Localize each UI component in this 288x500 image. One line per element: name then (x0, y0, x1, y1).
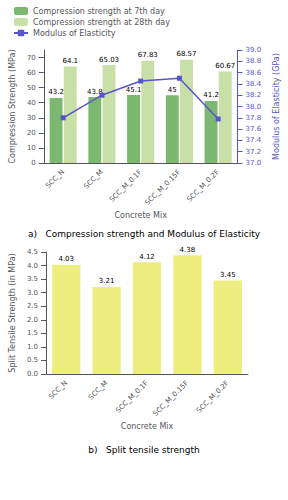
svg-text:SCC_M_0.15F: SCC_M_0.15F (143, 168, 182, 207)
svg-text:38.8: 38.8 (246, 57, 262, 65)
svg-text:60.67: 60.67 (215, 62, 235, 70)
svg-text:37.2: 37.2 (246, 148, 262, 156)
svg-text:Split Tensile Strength (in MPa: Split Tensile Strength (in MPa) (8, 253, 17, 372)
svg-text:SCC_N: SCC_N (47, 379, 69, 401)
svg-text:37.8: 37.8 (246, 114, 262, 122)
svg-text:SCC_M_0.1F: SCC_M_0.1F (108, 168, 144, 204)
svg-text:SCC_M: SCC_M (87, 379, 109, 401)
svg-text:40: 40 (27, 99, 36, 107)
svg-text:65.03: 65.03 (99, 56, 119, 64)
svg-text:38.2: 38.2 (246, 91, 262, 99)
svg-text:60: 60 (27, 69, 36, 77)
svg-text:37.4: 37.4 (246, 136, 262, 144)
svg-text:68.57: 68.57 (176, 50, 196, 58)
svg-text:20: 20 (27, 129, 36, 137)
svg-text:30: 30 (27, 114, 36, 122)
svg-text:4.03: 4.03 (58, 255, 74, 263)
svg-text:Compression strength at 28th d: Compression strength at 28th day (33, 18, 170, 27)
svg-text:SCC_M_0.2F: SCC_M_0.2F (195, 379, 231, 415)
svg-text:50: 50 (27, 84, 36, 92)
svg-text:41.2: 41.2 (203, 91, 219, 99)
svg-text:b) Split tensile strength: b) Split tensile strength (88, 445, 199, 455)
svg-text:3.5: 3.5 (27, 275, 38, 283)
svg-text:43.2: 43.2 (48, 88, 64, 96)
svg-text:70: 70 (27, 54, 36, 62)
svg-text:0.5: 0.5 (27, 356, 38, 364)
svg-text:Modulus of Elasticity (GPa): Modulus of Elasticity (GPa) (272, 53, 281, 160)
svg-text:38.6: 38.6 (246, 69, 262, 77)
svg-text:38.0: 38.0 (246, 103, 262, 111)
svg-text:SCC_M_0.2F: SCC_M_0.2F (185, 168, 221, 204)
svg-text:38.4: 38.4 (246, 80, 262, 88)
svg-text:45.1: 45.1 (126, 86, 142, 94)
svg-text:0: 0 (31, 159, 35, 167)
svg-text:4.5: 4.5 (27, 248, 38, 256)
svg-text:64.1: 64.1 (62, 57, 78, 65)
svg-text:1.5: 1.5 (27, 329, 38, 337)
svg-text:2.5: 2.5 (27, 302, 38, 310)
svg-text:4.0: 4.0 (27, 262, 38, 270)
svg-text:SCC_M_0.15F: SCC_M_0.15F (152, 379, 191, 418)
svg-text:4.12: 4.12 (139, 253, 155, 261)
svg-text:Modulus of Elasticity: Modulus of Elasticity (33, 29, 116, 38)
svg-text:3.45: 3.45 (220, 271, 236, 279)
svg-text:SCC_N: SCC_N (44, 168, 66, 190)
svg-text:Concrete Mix: Concrete Mix (114, 211, 167, 220)
svg-text:3.0: 3.0 (27, 289, 38, 297)
svg-text:37.0: 37.0 (246, 159, 262, 167)
svg-text:0.0: 0.0 (27, 370, 38, 378)
svg-text:39.0: 39.0 (246, 46, 262, 54)
svg-text:45: 45 (168, 86, 177, 94)
svg-text:Concrete Mix: Concrete Mix (121, 422, 174, 431)
svg-text:3.21: 3.21 (99, 277, 115, 285)
svg-text:Compression Strength (MPa): Compression Strength (MPa) (8, 49, 17, 163)
svg-text:37.6: 37.6 (246, 125, 262, 133)
svg-text:10: 10 (27, 144, 36, 152)
svg-text:1.0: 1.0 (27, 343, 38, 351)
svg-text:4.38: 4.38 (180, 246, 196, 254)
svg-text:SCC_M_0.1F: SCC_M_0.1F (114, 379, 150, 415)
svg-text:Compression strength at 7th da: Compression strength at 7th day (33, 7, 165, 16)
svg-text:a) Compression strength and: a) Compression strength and Modulus of E… (28, 229, 261, 239)
svg-text:SCC_M: SCC_M (82, 168, 104, 190)
svg-text:43.8: 43.8 (87, 87, 103, 96)
svg-text:2.0: 2.0 (27, 316, 38, 324)
svg-text:67.83: 67.83 (138, 51, 158, 59)
